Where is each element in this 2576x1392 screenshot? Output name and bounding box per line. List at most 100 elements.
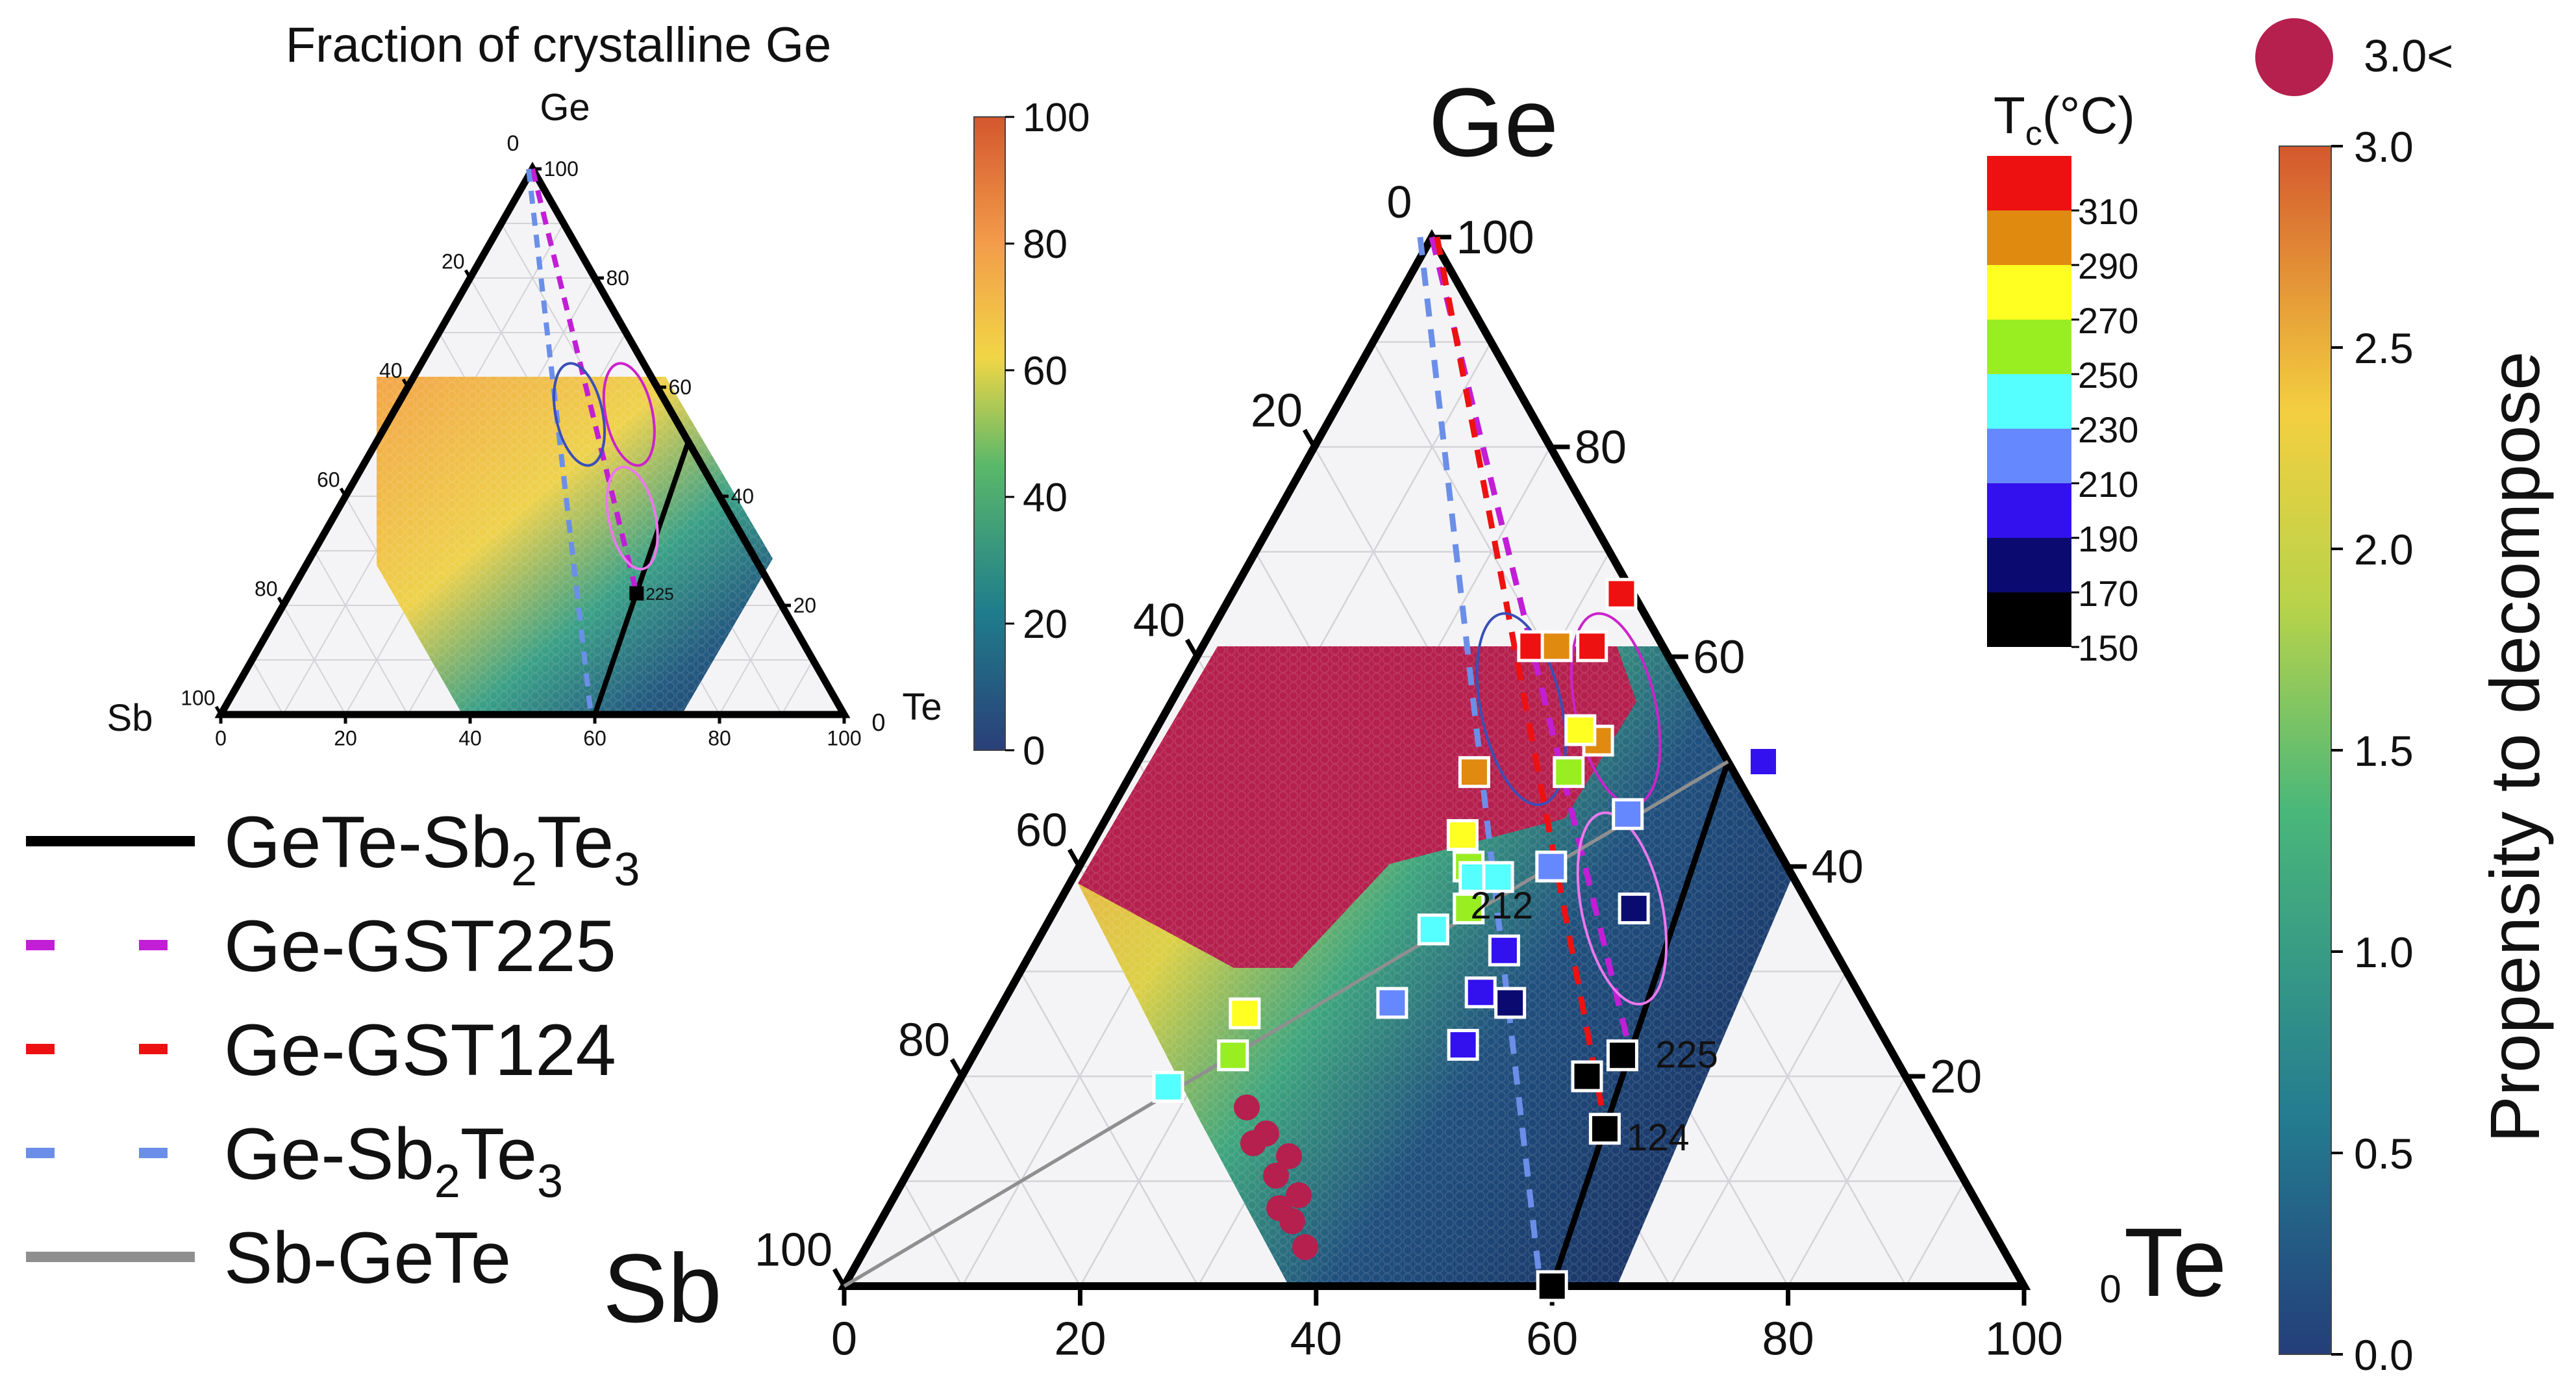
left-tick-label: 80 bbox=[255, 577, 278, 600]
legend-text: GeTe-Sb bbox=[224, 802, 511, 883]
tc-point bbox=[1536, 1270, 1568, 1302]
tc-swatch bbox=[1987, 320, 2071, 374]
tc-point bbox=[1494, 987, 1527, 1019]
legend-subscript: 3 bbox=[614, 844, 640, 896]
left-tick-label: 100 bbox=[181, 686, 215, 709]
tc-title-subscript: c bbox=[2025, 115, 2042, 153]
bottom-tick-label: 20 bbox=[1054, 1313, 1106, 1365]
small-axis-ticks: 0 20 40 60 80 100 100 80 60 40 20 100 80 60 40 20 bbox=[181, 157, 861, 750]
line-legend: GeTe-Sb2Te3Ge-GST225Ge-GST124Ge-Sb2Te3Sb… bbox=[26, 802, 640, 1298]
colorbar-tick-label: 20 bbox=[1023, 602, 1068, 647]
tc-point bbox=[1606, 1039, 1638, 1072]
grid-line bbox=[1787, 1076, 1907, 1287]
grid-line bbox=[1669, 970, 1847, 1287]
big-tc-points bbox=[1152, 577, 1780, 1302]
reference-line-ge-sb2te3 bbox=[526, 168, 594, 715]
tc-swatch bbox=[1987, 483, 2071, 538]
composition-ellipse bbox=[1475, 612, 1568, 807]
tc-point bbox=[1576, 630, 1608, 663]
colorbar-tick-label: 2.0 bbox=[2354, 525, 2414, 574]
right-tick-label: 80 bbox=[1575, 422, 1627, 474]
tc-point bbox=[1217, 1039, 1249, 1072]
left-tick-label: 60 bbox=[317, 468, 340, 491]
left-tick-label: 100 bbox=[755, 1224, 832, 1276]
legend-subscript: 2 bbox=[434, 1156, 460, 1208]
composition-label: 124 bbox=[1627, 1117, 1690, 1159]
small-chart-title: Fraction of crystalline Ge bbox=[286, 18, 832, 73]
composition-ellipse bbox=[553, 362, 606, 467]
big-corner-sb: Sb bbox=[603, 1234, 721, 1343]
tc-swatch bbox=[1987, 538, 2071, 592]
legend-text: Ge-Sb bbox=[224, 1113, 434, 1195]
right-tick-label: 40 bbox=[1812, 841, 1864, 893]
left-tick-label: 40 bbox=[1133, 595, 1185, 647]
colorbar-tick-label: 0.5 bbox=[2354, 1130, 2414, 1178]
tc-swatch-label: 210 bbox=[2078, 464, 2138, 505]
legend-text: Ge-GST124 bbox=[224, 1009, 616, 1091]
tc-point bbox=[1453, 892, 1485, 925]
tc-swatch-label: 270 bbox=[2078, 300, 2138, 341]
crystalline-fraction-ternary: Fraction of crystalline Ge 0 20 40 60 80 100 1… bbox=[107, 18, 942, 750]
decomposed-dot bbox=[1266, 1195, 1292, 1221]
composition-label: 212 bbox=[1470, 885, 1533, 927]
right-tick-label: 80 bbox=[606, 266, 630, 290]
tc-title-symbol: T bbox=[1994, 86, 2025, 144]
legend-text: Ge-GST225 bbox=[224, 905, 616, 987]
decompose-colorbar: 3.0< 0.0 0.5 1.0 1.5 2.0 2.5 3.0 Propensity to… bbox=[2255, 18, 2554, 1379]
left-tick bbox=[1067, 848, 1082, 868]
right-tick-label: 20 bbox=[1930, 1051, 1982, 1103]
bottom-tick-label: 60 bbox=[1526, 1313, 1578, 1365]
small-corner-ge-zero: 0 bbox=[507, 131, 519, 156]
big-corner-ge: Ge bbox=[1429, 68, 1558, 177]
tc-point bbox=[1571, 1060, 1603, 1093]
bottom-tick-label: 100 bbox=[827, 727, 861, 750]
tc-legend: Tc(°C) 310 290 270 250 230 210 190 170 150 bbox=[1987, 86, 2138, 668]
colorbar-tick-label: 1.5 bbox=[2354, 727, 2414, 775]
bottom-tick-label: 80 bbox=[708, 727, 731, 750]
composition-ellipse bbox=[602, 362, 656, 467]
tc-swatch-label: 150 bbox=[2078, 627, 2138, 668]
overflow-label: 3.0< bbox=[2364, 31, 2453, 81]
tc-point bbox=[1152, 1070, 1184, 1103]
tc-point bbox=[1229, 997, 1261, 1030]
legend-subscript: 3 bbox=[537, 1156, 563, 1208]
left-tick bbox=[214, 705, 223, 716]
tc-swatch bbox=[1987, 265, 2071, 320]
colorbar-tick-label: 0 bbox=[1023, 729, 1045, 774]
tc-point bbox=[1540, 630, 1573, 663]
tc-point bbox=[1612, 798, 1644, 830]
tc-swatch bbox=[1987, 374, 2071, 429]
grid-line bbox=[719, 605, 782, 715]
tc-legend-title: Tc(°C) bbox=[1994, 86, 2135, 153]
bottom-tick-label: 80 bbox=[1762, 1313, 1814, 1365]
legend-label: Ge-GST124 bbox=[224, 1009, 616, 1091]
tc-swatch-label: 170 bbox=[2078, 573, 2138, 614]
bottom-tick-label: 40 bbox=[458, 727, 482, 750]
decomposed-dot bbox=[1276, 1143, 1302, 1169]
small-ellipses bbox=[553, 362, 659, 571]
tc-swatch-label: 250 bbox=[2078, 355, 2138, 396]
big-axis-ticks: 0 20 40 60 80 100 100 80 60 40 20 100 80 60 40 20 bbox=[755, 212, 2063, 1365]
tc-swatch bbox=[1987, 429, 2071, 483]
small-colorbar: 0 20 40 60 80 100 bbox=[973, 95, 1090, 774]
colorbar-tick-label: 40 bbox=[1023, 475, 1068, 520]
big-corner-te-zero: 0 bbox=[2099, 1267, 2121, 1311]
bottom-tick-label: 60 bbox=[583, 727, 606, 750]
legend-subscript: 2 bbox=[511, 844, 537, 896]
big-corner-te: Te bbox=[2124, 1208, 2227, 1317]
grid-line bbox=[251, 659, 284, 715]
left-tick-label: 60 bbox=[1016, 805, 1068, 857]
decomposed-dot bbox=[1292, 1234, 1318, 1260]
decomposition-ternary: 0 20 40 60 80 100 100 80 60 40 20 100 80 60 40 20 212 22… bbox=[603, 68, 2227, 1365]
left-tick bbox=[1184, 639, 1199, 658]
small-colorbar-gradient bbox=[973, 116, 1006, 751]
left-tick-label: 40 bbox=[379, 359, 403, 382]
small-corner-te-zero: 0 bbox=[871, 709, 885, 737]
legend-text: Te bbox=[537, 802, 614, 883]
bottom-tick-label: 40 bbox=[1290, 1313, 1342, 1365]
bottom-tick-label: 0 bbox=[831, 1313, 857, 1365]
tc-swatch bbox=[1987, 210, 2071, 265]
tc-point bbox=[1488, 934, 1520, 967]
small-marked-points: 225 bbox=[629, 585, 674, 604]
overflow-marker bbox=[2255, 18, 2333, 96]
